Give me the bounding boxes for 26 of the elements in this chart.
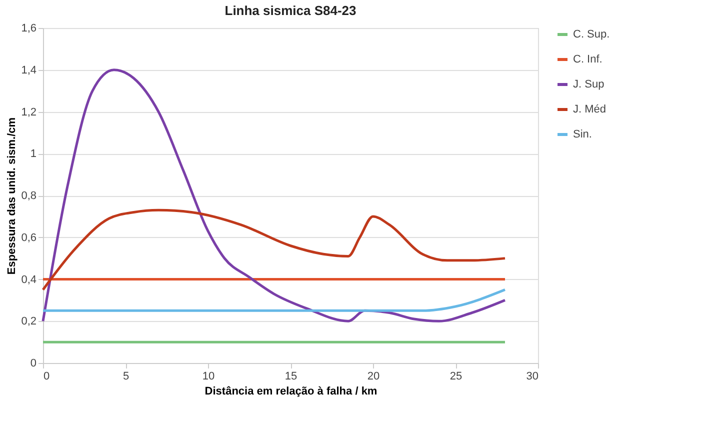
x-axis-title: Distância em relação à falha / km — [204, 386, 378, 398]
x-tick-label: 30 — [526, 370, 538, 382]
line-series — [42, 68, 506, 322]
x-tick-label: 25 — [450, 370, 462, 382]
legend-label: Sin. — [573, 128, 592, 140]
y-tick-label: 0,4 — [21, 274, 36, 286]
legend-label: C. Sup. — [573, 28, 610, 40]
legend-label: J. Sup — [573, 78, 604, 90]
y-tick-label: 0 — [30, 358, 36, 370]
x-tick-label: 0 — [44, 370, 50, 382]
line-series — [42, 208, 506, 291]
x-tick-label: 20 — [367, 370, 380, 382]
x-tick-label: 15 — [284, 370, 298, 382]
y-tick-label: 1,4 — [21, 64, 36, 76]
x-tick-label: 10 — [202, 370, 215, 382]
y-axis-title: Espessura das unid. sism./cm — [6, 117, 18, 275]
y-tick-label: 1,2 — [21, 106, 36, 118]
y-tick-label: 0,2 — [21, 316, 36, 328]
legend-label: C. Inf. — [573, 54, 602, 66]
y-tick-label: 0,6 — [21, 232, 36, 244]
x-tick-label: 5 — [122, 370, 130, 382]
y-tick-label: 1 — [30, 148, 36, 160]
y-tick-label: 0,8 — [21, 190, 36, 202]
legend-label: J. Méd — [573, 104, 606, 116]
chart-title: Linha sismica S84-23 — [224, 3, 356, 18]
y-tick-label: 1,6 — [21, 22, 36, 34]
